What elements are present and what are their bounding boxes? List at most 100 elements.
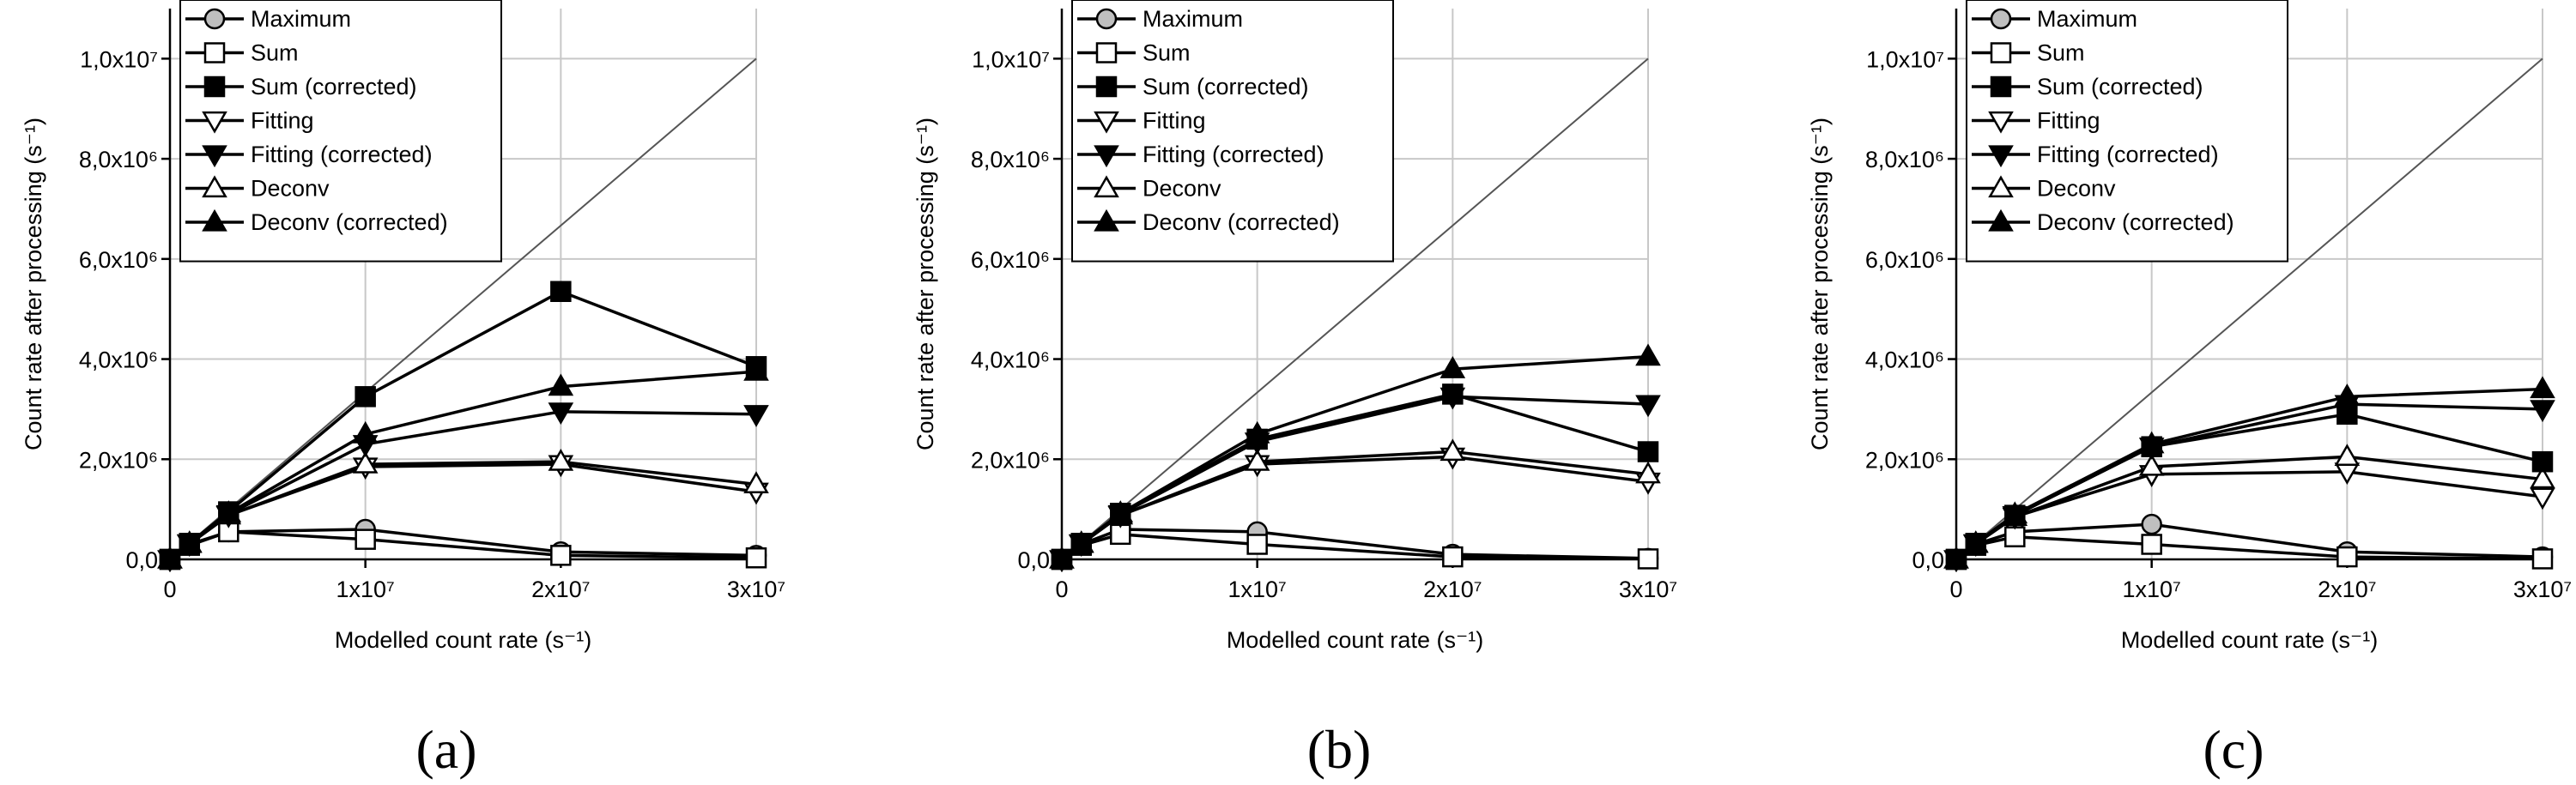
y-axis-label: Count rate after processing (s⁻¹) [1807,118,1833,450]
series-maximum [159,518,767,571]
data-point [1635,461,1661,484]
legend-entry: Fitting (corrected) [1972,142,2219,168]
legend: Maximum Sum Sum (corrected) Fitting Fitting … [1966,0,2288,263]
legend-label: Fitting (corrected) [1143,142,1324,167]
x-tick-label: 0 [1055,577,1068,602]
legend-entry: Sum [185,40,299,66]
data-point [2138,453,2165,476]
data-point [1965,533,1987,554]
legend-entry: Sum [1077,40,1191,66]
y-tick-label: 0,0 [1017,547,1050,573]
series-sum-corrected [1051,383,1659,571]
legend-label: Sum (corrected) [1143,74,1309,100]
legend-marker-fitting-corrected [1988,145,2014,168]
legend-marker-deconv-corrected [202,208,227,232]
series-line [168,462,757,561]
legend-label: Sum (corrected) [2037,74,2203,100]
data-point [355,386,376,408]
series-sum [159,521,767,571]
data-point [1637,548,1659,570]
x-tick-label: 0 [1949,577,1962,602]
data-point [2334,444,2361,466]
data-point [2530,400,2555,423]
series-line [1060,395,1649,561]
legend-entry: Deconv [1972,175,2116,202]
x-axis-label: Modelled count rate (s⁻¹) [1227,627,1483,653]
legend: Maximum Sum Sum (corrected) Fitting Fitting … [179,0,502,263]
identity-line [1955,57,2543,560]
x-tick-label: 1x10⁷ [1228,577,1287,602]
y-tick-label: 4,0x10⁶ [79,347,158,373]
y-axis-label: Count rate after processing (s⁻¹) [912,118,938,450]
legend-marker-deconv-corrected [1988,208,2014,232]
data-point [2530,376,2555,399]
legend-box [179,0,502,263]
data-point [2004,526,2026,547]
legend-label: Sum (corrected) [251,74,417,100]
data-point [1110,503,1131,524]
legend-entry: Deconv (corrected) [1077,208,1340,235]
legend-label: Deconv [251,176,330,202]
legend-entry: Sum (corrected) [1972,74,2203,100]
legend-marker-sum-corrected [1095,75,1118,98]
series-sum-corrected [1945,403,2554,571]
y-tick-label: 6,0x10⁶ [79,247,158,273]
legend-entry: Deconv [185,175,330,202]
legend-entry: Deconv (corrected) [1972,208,2234,235]
data-point [1635,343,1661,366]
y-tick-label: 4,0x10⁶ [1865,347,1944,373]
legend-entry: Fitting (corrected) [185,142,433,168]
chart-panel-1: 0,0 2,0x10⁶ 4,0x10⁶ 6,0x10⁶ 8,0x10⁶ 1,0x10⁷ 0 1… [21,0,785,780]
y-tick-label: 1,0x10⁷ [80,46,158,72]
data-point [550,545,572,566]
data-point [745,356,767,377]
y-tick-label: 8,0x10⁶ [79,147,158,172]
data-point [2141,436,2162,457]
y-tick-label: 1,0x10⁷ [972,46,1050,72]
y-tick-label: 2,0x10⁶ [971,447,1050,473]
y-tick-label: 0,0 [125,547,158,573]
data-point [2531,548,2554,570]
identity-line [169,57,757,560]
legend-label: Deconv (corrected) [251,209,448,235]
y-tick-label: 2,0x10⁶ [79,447,158,473]
legend-label: Fitting [251,108,314,134]
data-point [743,405,769,427]
legend-label: Deconv [1143,176,1221,202]
legend-marker-fitting-corrected [1094,145,1119,168]
series-fitting-corrected [157,402,769,573]
data-point [550,281,572,303]
legend-label: Fitting [1143,108,1206,134]
y-tick-label: 6,0x10⁶ [1865,247,1944,273]
x-axis-label: Modelled count rate (s⁻¹) [335,627,591,653]
data-point [1945,548,1967,571]
legend-marker-sum [1095,42,1118,63]
data-point [2530,466,2555,489]
legend-label: Maximum [251,6,351,32]
data-point [2004,504,2026,526]
chart-panel-3: 0,0 2,0x10⁶ 4,0x10⁶ 6,0x10⁶ 8,0x10⁶ 1,0x10⁷ 0 1… [1807,0,2572,780]
x-tick-label: 2x10⁷ [2318,577,2376,602]
data-point [2141,513,2162,535]
legend-label: Deconv [2037,176,2116,202]
data-point [2337,546,2358,568]
y-tick-label: 1,0x10⁷ [1866,46,1944,72]
x-tick-label: 1x10⁷ [336,577,395,602]
y-axis-label: Count rate after processing (s⁻¹) [21,118,46,450]
legend-marker-fitting [202,111,227,134]
legend-entry: Fitting [1077,108,1206,134]
legend-marker-maximum [1990,8,2012,30]
x-axis-label: Modelled count rate (s⁻¹) [2121,627,2378,653]
series-line [1060,528,1649,561]
panel-caption: (a) [415,719,476,780]
data-point [352,420,379,444]
data-point [2530,487,2555,510]
data-point [1244,449,1270,471]
legend-marker-maximum [203,8,226,30]
legend-marker-sum-corrected [1990,75,2012,98]
data-point [2337,403,2358,425]
legend-label: Fitting (corrected) [2037,142,2219,167]
legend: Maximum Sum Sum (corrected) Fitting Fitting … [1071,0,1394,263]
series-line [1955,522,2543,561]
legend-label: Fitting [2037,108,2100,134]
